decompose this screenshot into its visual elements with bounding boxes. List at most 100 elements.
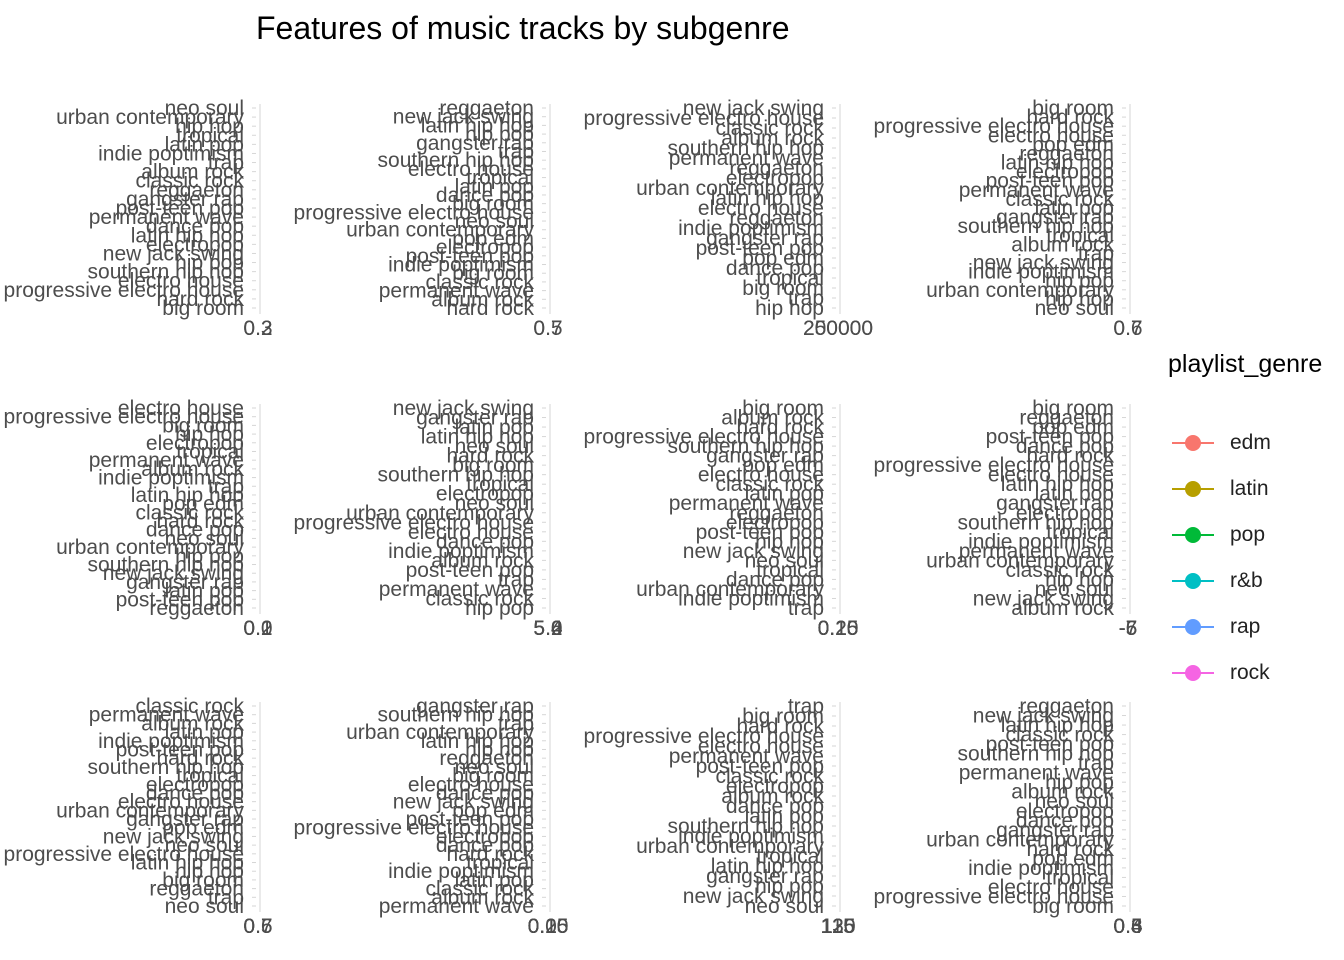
y-tick-label: tropical xyxy=(1046,224,1114,247)
y-tick-label: electropop xyxy=(726,511,824,534)
y-tick-label: hard rock xyxy=(156,747,244,770)
y-tick-label: southern hip hop xyxy=(958,743,1114,766)
y-tick-label: progressive electro house xyxy=(4,406,244,429)
y-tick-label: permanent wave xyxy=(669,492,824,515)
y-tick-label: permanent wave xyxy=(959,540,1114,563)
x-tick-label: 0.1 xyxy=(243,617,272,640)
y-tick-label: pop edm xyxy=(162,817,244,840)
y-tick-label: neo soul xyxy=(165,527,244,550)
y-tick-label: electro house xyxy=(118,397,244,420)
y-tick-label: latin hip hop xyxy=(421,730,534,753)
y-tick-label: electropop xyxy=(726,167,824,190)
y-tick-label: album rock xyxy=(141,161,244,184)
y-tick-label: gangster rap xyxy=(416,695,534,718)
y-tick-label: post-teen pop xyxy=(406,245,534,268)
y-tick-label: trap xyxy=(208,475,244,498)
y-tick-label: album rock xyxy=(721,127,824,150)
y-tick-label: gangster rap xyxy=(996,206,1114,229)
legend-label: latin xyxy=(1230,477,1269,500)
legend-key xyxy=(1172,573,1214,589)
y-tick-label: latin hip hop xyxy=(1001,152,1114,175)
y-tick-label: album rock xyxy=(431,288,534,311)
y-tick-label: album rock xyxy=(1011,233,1114,256)
y-tick-label: electropop xyxy=(1016,502,1114,525)
y-tick-label: classic rock xyxy=(135,501,244,524)
y-tick-label: hard rock xyxy=(1026,445,1114,468)
y-tick-label: post-teen pop xyxy=(986,426,1114,449)
y-tick-label: dance pop xyxy=(436,782,534,805)
y-tick-label: classic rock xyxy=(715,473,824,496)
y-tick-label: indie poptimism xyxy=(968,261,1114,284)
y-tick-label: southern hip hop xyxy=(378,464,534,487)
y-tick-label: neo soul xyxy=(165,834,244,857)
y-tick-label: hard rock xyxy=(1026,106,1114,129)
y-tick-label: new jack swing xyxy=(393,397,534,420)
y-tick-label: urban contemporary xyxy=(346,721,534,744)
y-tick-label: latin pop xyxy=(455,869,534,892)
x-tick-label: 5.4 xyxy=(533,617,563,640)
y-tick-label: electro house xyxy=(118,791,244,814)
y-tick-label: big room xyxy=(742,705,824,728)
y-tick-label: reggaeton xyxy=(1019,142,1114,165)
x-tick-label: 0.0 xyxy=(243,617,272,640)
y-tick-label: dance pop xyxy=(146,215,244,238)
y-tick-label: latin pop xyxy=(1035,483,1114,506)
y-tick-label: trap xyxy=(498,712,534,735)
y-tick-label: electropop xyxy=(436,483,534,506)
y-tick-label: neo soul xyxy=(745,895,824,918)
y-tick-label: latin hip hop xyxy=(421,114,534,137)
x-tick-label: 0.7 xyxy=(533,317,562,340)
y-tick-label: permanent wave xyxy=(959,179,1114,202)
y-tick-label: progressive electro house xyxy=(874,885,1114,908)
y-tick-label: indie poptimism xyxy=(388,254,534,277)
y-tick-label: progressive electro house xyxy=(4,279,244,302)
legend-label: edm xyxy=(1230,431,1271,454)
legend-point xyxy=(1185,619,1201,635)
x-tick-label: 0.10 xyxy=(528,915,569,938)
y-tick-label: trap xyxy=(498,568,534,591)
y-tick-label: pop edm xyxy=(452,227,534,250)
y-tick-label: southern hip hop xyxy=(958,511,1114,534)
y-tick-label: hip hop xyxy=(1045,568,1114,591)
y-tick-label: latin pop xyxy=(455,175,534,198)
y-tick-label: reggaeton xyxy=(729,157,824,180)
x-tick-label: 250000 xyxy=(803,317,873,340)
y-tick-label: tropical xyxy=(176,124,244,147)
x-tick-label: 130 xyxy=(820,915,855,938)
y-tick-label: latin hip hop xyxy=(1001,714,1114,737)
y-tick-label: classic rock xyxy=(425,587,534,610)
y-tick-label: big room xyxy=(162,869,244,892)
x-tick-label: 0.6 xyxy=(243,915,272,938)
x-tick-label: 0.3 xyxy=(243,317,272,340)
x-tick-label: 0.6 xyxy=(1113,915,1142,938)
y-tick-label: neo soul xyxy=(455,492,534,515)
y-tick-label: latin pop xyxy=(745,483,824,506)
y-tick-label: hip hop xyxy=(755,530,824,553)
legend-label: rap xyxy=(1230,615,1261,638)
y-tick-label: big room xyxy=(452,454,534,477)
y-tick-label: neo soul xyxy=(165,895,244,918)
y-tick-label: dance pop xyxy=(726,795,824,818)
y-tick-label: electropop xyxy=(1016,800,1114,823)
y-tick-label: pop edm xyxy=(1032,416,1114,439)
y-tick-label: permanent wave xyxy=(89,704,244,727)
y-tick-label: gangster rap xyxy=(996,492,1114,515)
y-tick-label: big room xyxy=(452,262,534,285)
y-tick-label: new jack swing xyxy=(973,705,1114,728)
y-tick-label: gangster rap xyxy=(126,808,244,831)
y-tick-label: neo soul xyxy=(165,97,244,120)
y-tick-label: urban contemporary xyxy=(346,502,534,525)
y-tick-label: gangster rap xyxy=(126,571,244,594)
y-tick-label: tropical xyxy=(176,765,244,788)
y-tick-label: hard rock xyxy=(446,297,534,320)
y-tick-label: post-teen pop xyxy=(696,521,824,544)
legend-key xyxy=(1172,527,1214,543)
y-tick-label: neo soul xyxy=(455,210,534,233)
x-tick-label: 0.5 xyxy=(243,915,272,938)
y-tick-label: progressive electro house xyxy=(584,725,824,748)
x-tick-label: -7 xyxy=(1119,617,1138,640)
